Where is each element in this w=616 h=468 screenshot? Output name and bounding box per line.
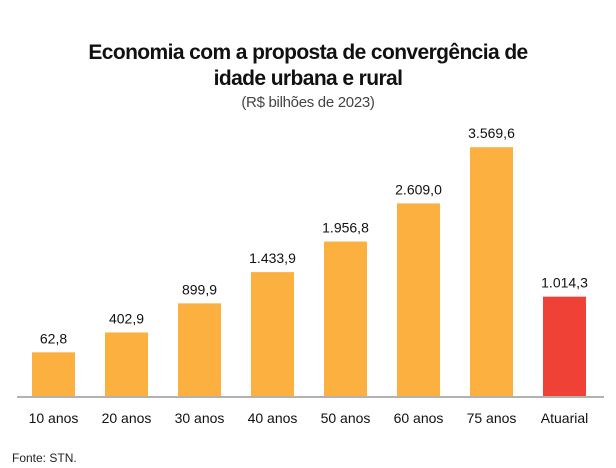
data-label: 1.433,9 bbox=[249, 250, 296, 266]
x-tick-label: Atuarial bbox=[541, 410, 588, 426]
x-tick-label: 75 anos bbox=[467, 410, 517, 426]
data-label: 3.569,6 bbox=[468, 125, 515, 141]
x-tick-label: 10 anos bbox=[29, 410, 79, 426]
data-label: 2.609,0 bbox=[395, 181, 442, 197]
x-tick-label: 40 anos bbox=[248, 410, 298, 426]
chart-subtitle: (R$ bilhões de 2023) bbox=[241, 94, 375, 111]
bar bbox=[105, 332, 148, 396]
chart-title-line-1: Economia com a proposta de convergência … bbox=[88, 41, 528, 64]
data-label: 402,9 bbox=[109, 310, 144, 326]
x-tick-label: 50 anos bbox=[321, 410, 371, 426]
chart-title-line-2: idade urbana e rural bbox=[213, 67, 403, 90]
bar bbox=[470, 147, 513, 396]
data-label: 899,9 bbox=[182, 281, 217, 297]
x-tick-label: 60 anos bbox=[394, 410, 444, 426]
bar bbox=[324, 241, 367, 396]
x-tick-label: 30 anos bbox=[175, 410, 225, 426]
data-label: 1.956,8 bbox=[322, 220, 369, 236]
bar bbox=[543, 296, 586, 396]
chart-title: Economia com a proposta de convergência … bbox=[0, 40, 616, 92]
x-tick-label: 20 anos bbox=[102, 410, 152, 426]
data-label: 62,8 bbox=[40, 330, 67, 346]
bar bbox=[32, 352, 75, 396]
bar bbox=[251, 272, 294, 396]
bar bbox=[397, 203, 440, 396]
bar bbox=[178, 303, 221, 396]
source-note: Fonte: STN. bbox=[12, 451, 77, 465]
data-label: 1.014,3 bbox=[541, 275, 588, 291]
